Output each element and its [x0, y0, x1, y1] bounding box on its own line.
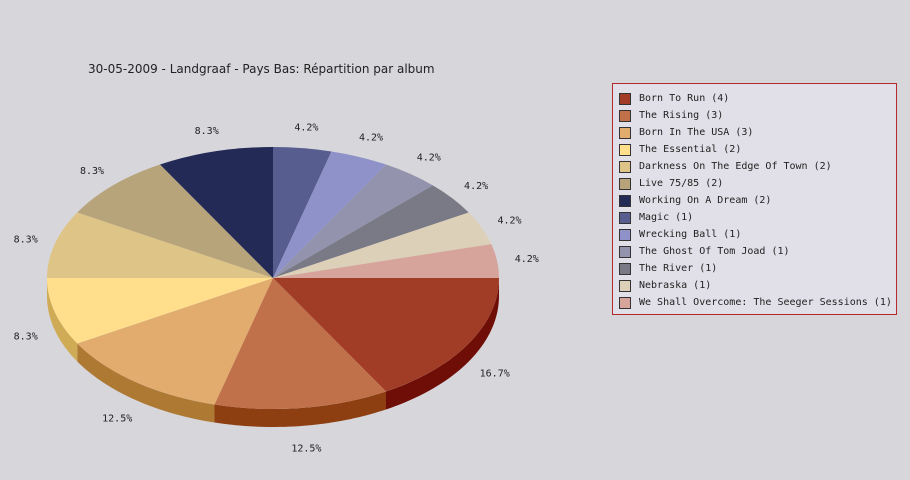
legend-swatch — [619, 160, 631, 173]
pie-slice-the-essential-2 — [47, 278, 273, 344]
pie-slice-wrecking-ball-1 — [273, 151, 386, 278]
legend-item: Wrecking Ball (1) — [619, 226, 896, 243]
pie-side-the-essential-2 — [47, 278, 78, 362]
pie-label-born-in-the-usa-3: 12.5% — [102, 413, 132, 424]
legend-label: Live 75/85 (2) — [639, 178, 724, 189]
legend-item: We Shall Overcome: The Seeger Sessions (… — [619, 294, 896, 311]
pie-label-the-river-1: 4.2% — [464, 181, 488, 192]
chart-title: 30-05-2009 - Landgraaf - Pays Bas: Répar… — [88, 62, 435, 76]
pie-slice-the-rising-3 — [214, 278, 386, 410]
legend-label: Magic (1) — [639, 212, 694, 223]
legend-item: Magic (1) — [619, 209, 896, 226]
pie-slice-magic-1 — [273, 146, 332, 278]
pie-slice-working-on-a-dream-2 — [160, 147, 273, 278]
legend-label: Wrecking Ball (1) — [639, 229, 742, 240]
legend-swatch — [619, 279, 631, 292]
pie-label-we-shall-overcome-the-seeger-sessions-1: 4.2% — [515, 254, 539, 265]
legend-item: The Essential (2) — [619, 141, 896, 158]
pie-side-born-to-run-4 — [386, 278, 499, 410]
legend-label: The River (1) — [639, 263, 718, 274]
pie-slice-we-shall-overcome-the-seeger-sessions-1 — [273, 244, 499, 278]
legend-swatch — [619, 92, 631, 105]
pie-label-magic-1: 4.2% — [294, 122, 318, 133]
legend-label: Born In The USA (3) — [639, 127, 754, 138]
legend-label: Working On A Dream (2) — [639, 195, 772, 206]
legend-swatch — [619, 228, 631, 241]
pie-label-darkness-on-the-edge-of-town-2: 8.3% — [14, 234, 38, 245]
legend-item: Nebraska (1) — [619, 277, 896, 294]
legend-label: The Essential (2) — [639, 144, 742, 155]
legend-item: Darkness On The Edge Of Town (2) — [619, 158, 896, 175]
legend-item: Born To Run (4) — [619, 90, 896, 107]
legend-label: We Shall Overcome: The Seeger Sessions (… — [639, 297, 892, 308]
chart-legend: Born To Run (4) The Rising (3) Born In The… — [612, 83, 897, 315]
legend-swatch — [619, 211, 631, 224]
pie-slice-the-ghost-of-tom-joad-1 — [273, 164, 433, 278]
legend-item: The River (1) — [619, 260, 896, 277]
pie-slice-darkness-on-the-edge-of-town-2 — [47, 212, 273, 278]
legend-label: Born To Run (4) — [639, 93, 730, 104]
pie-chart: 16.7% 12.5% 12.5% 8.3% 8.3% 8.3% 8.3% 4.2% 4.2% 4… — [14, 122, 539, 455]
legend-item: The Rising (3) — [619, 107, 896, 124]
pie-label-nebraska-1: 4.2% — [497, 215, 521, 226]
pie-label-the-essential-2: 8.3% — [14, 332, 38, 343]
legend-swatch — [619, 245, 631, 258]
pie-label-live-75-85-2: 8.3% — [80, 166, 104, 177]
legend-item: Born In The USA (3) — [619, 124, 896, 141]
pie-label-working-on-a-dream-2: 8.3% — [195, 126, 219, 137]
legend-swatch — [619, 109, 631, 122]
legend-swatch — [619, 194, 631, 207]
legend-item: The Ghost Of Tom Joad (1) — [619, 243, 896, 260]
legend-swatch — [619, 126, 631, 139]
legend-label: The Rising (3) — [639, 110, 724, 121]
pie-slice-nebraska-1 — [273, 212, 492, 278]
pie-label-wrecking-ball-1: 4.2% — [359, 133, 383, 144]
legend-item: Working On A Dream (2) — [619, 192, 896, 209]
legend-swatch — [619, 296, 631, 309]
pie-label-the-rising-3: 12.5% — [291, 444, 321, 455]
pie-slice-the-river-1 — [273, 185, 469, 278]
legend-label: The Ghost Of Tom Joad (1) — [639, 246, 790, 257]
legend-swatch — [619, 177, 631, 190]
pie-slice-born-in-the-usa-3 — [77, 278, 273, 405]
pie-side-the-rising-3 — [214, 391, 386, 427]
legend-label: Darkness On The Edge Of Town (2) — [639, 161, 832, 172]
legend-item: Live 75/85 (2) — [619, 175, 896, 192]
legend-label: Nebraska (1) — [639, 280, 712, 291]
pie-side-born-in-the-usa-3 — [77, 343, 215, 423]
legend-swatch — [619, 143, 631, 156]
pie-label-born-to-run-4: 16.7% — [480, 369, 510, 380]
legend-swatch — [619, 262, 631, 275]
pie-slice-born-to-run-4 — [273, 278, 499, 392]
pie-slice-live-75-85-2 — [77, 164, 273, 278]
pie-label-the-ghost-of-tom-joad-1: 4.2% — [417, 153, 441, 164]
